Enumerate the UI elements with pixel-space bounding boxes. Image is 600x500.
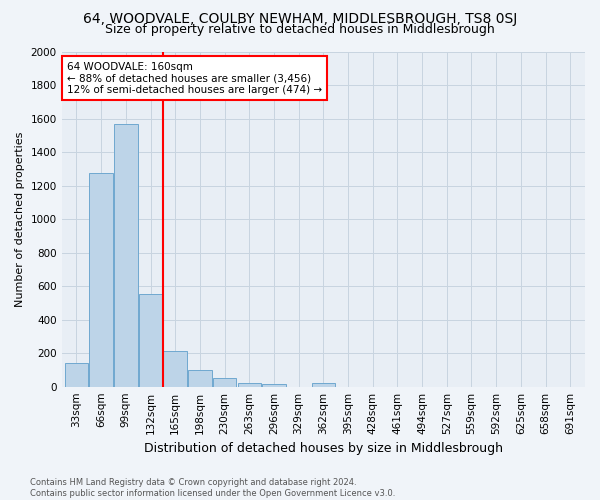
Bar [188,370,212,386]
Y-axis label: Number of detached properties: Number of detached properties [15,132,25,307]
Text: Size of property relative to detached houses in Middlesbrough: Size of property relative to detached ho… [105,22,495,36]
Bar [163,350,187,386]
X-axis label: Distribution of detached houses by size in Middlesbrough: Distribution of detached houses by size … [144,442,503,455]
Bar [238,384,261,386]
Bar [114,124,137,386]
Bar [65,363,88,386]
Text: 64, WOODVALE, COULBY NEWHAM, MIDDLESBROUGH, TS8 0SJ: 64, WOODVALE, COULBY NEWHAM, MIDDLESBROU… [83,12,517,26]
Bar [139,294,162,386]
Bar [311,384,335,386]
Bar [262,384,286,386]
Text: 64 WOODVALE: 160sqm
← 88% of detached houses are smaller (3,456)
12% of semi-det: 64 WOODVALE: 160sqm ← 88% of detached ho… [67,62,322,95]
Bar [89,173,113,386]
Text: Contains HM Land Registry data © Crown copyright and database right 2024.
Contai: Contains HM Land Registry data © Crown c… [30,478,395,498]
Bar [213,378,236,386]
